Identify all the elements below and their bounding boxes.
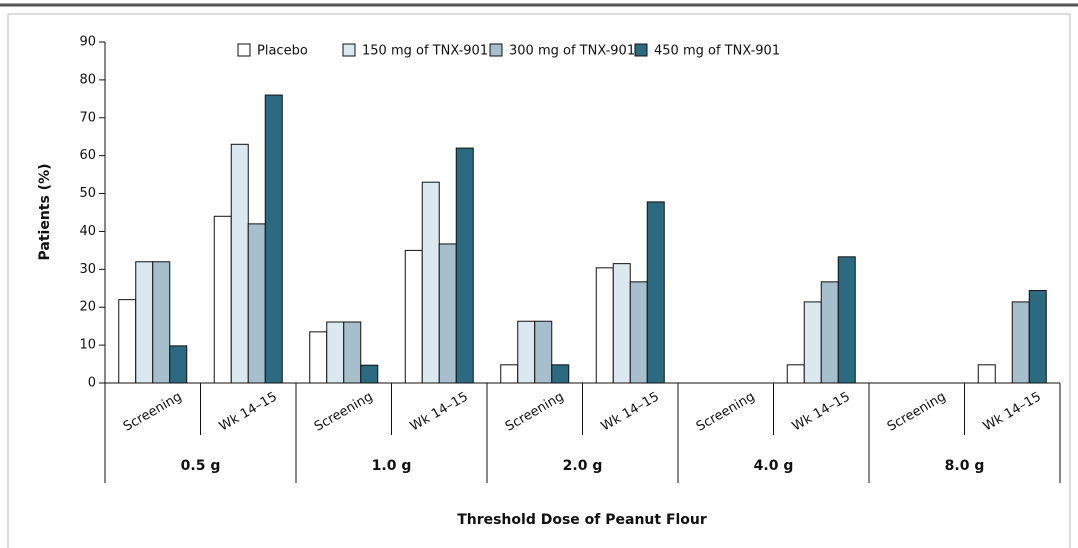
bar: [786, 364, 805, 384]
bar: [551, 364, 570, 384]
legend-swatch: [237, 43, 251, 57]
bar: [500, 364, 519, 384]
bar: [118, 299, 137, 384]
legend-label: 150 mg of TNX-901: [362, 44, 488, 59]
y-tick-label: 70: [79, 110, 96, 125]
bar: [629, 281, 648, 384]
bar: [213, 215, 232, 384]
x-tick-label: Wk 14–15: [217, 389, 280, 434]
group-label: 0.5 g: [181, 458, 221, 474]
y-tick-label: 10: [79, 338, 96, 353]
group-label: 8.0 g: [945, 458, 985, 474]
x-tick-label: Screening: [694, 389, 758, 434]
y-tick-label: 90: [79, 35, 96, 50]
bar: [309, 331, 328, 384]
legend-label: 300 mg of TNX-901: [509, 44, 635, 59]
y-tick-label: 20: [79, 300, 96, 315]
group-label: 4.0 g: [754, 458, 794, 474]
x-tick-label: Screening: [885, 389, 949, 434]
legend-label: Placebo: [257, 44, 308, 59]
x-tick-label: Wk 14–15: [981, 389, 1044, 434]
x-tick-label: Screening: [121, 389, 185, 434]
bar: [1011, 301, 1030, 384]
bar: [595, 267, 614, 384]
bar: [343, 321, 362, 384]
y-tick-label: 80: [79, 72, 96, 87]
bar: [169, 345, 188, 384]
x-axis-title: Threshold Dose of Peanut Flour: [457, 512, 707, 528]
bar: [247, 223, 266, 384]
bar: [438, 243, 457, 384]
x-tick-label: Screening: [503, 389, 567, 434]
bar: [326, 321, 345, 384]
y-tick-label: 50: [79, 186, 96, 201]
bar: [534, 320, 553, 384]
bar: [264, 94, 283, 384]
bar: [837, 256, 856, 384]
bar: [404, 249, 423, 384]
bar: [135, 261, 154, 384]
legend-swatch: [489, 43, 503, 57]
bar: [230, 143, 249, 384]
y-tick-label: 30: [79, 262, 96, 277]
bar: [612, 263, 631, 384]
group-label: 1.0 g: [372, 458, 412, 474]
bar: [977, 364, 996, 384]
bar: [803, 301, 822, 384]
bar: [1028, 290, 1047, 384]
y-tick-label: 40: [79, 224, 96, 239]
bar: [455, 147, 474, 384]
x-tick-label: Screening: [312, 389, 376, 434]
group-label: 2.0 g: [563, 458, 603, 474]
bar: [360, 364, 379, 384]
bar: [646, 201, 665, 384]
bar: [421, 181, 440, 384]
frame: [7, 13, 1071, 548]
y-tick-label: 60: [79, 148, 96, 163]
y-tick-label: 0: [88, 376, 96, 391]
x-tick-label: Wk 14–15: [599, 389, 662, 434]
x-tick-label: Wk 14–15: [790, 389, 853, 434]
legend-swatch: [634, 43, 648, 57]
y-axis-title: Patients (%): [37, 163, 53, 260]
x-tick-label: Wk 14–15: [408, 389, 471, 434]
bar: [152, 261, 171, 384]
bar: [820, 281, 839, 384]
legend-swatch: [342, 43, 356, 57]
legend-label: 450 mg of TNX-901: [654, 44, 780, 59]
bar: [517, 320, 536, 384]
